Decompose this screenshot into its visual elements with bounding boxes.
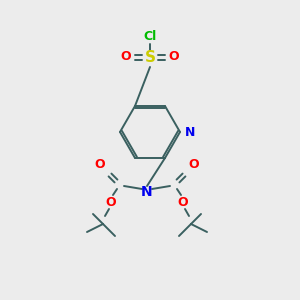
Text: N: N <box>141 185 153 199</box>
Text: Cl: Cl <box>143 31 157 44</box>
Text: O: O <box>169 50 179 64</box>
Text: O: O <box>189 158 199 172</box>
Text: N: N <box>185 125 195 139</box>
Text: O: O <box>95 158 105 172</box>
Text: O: O <box>106 196 116 208</box>
Text: S: S <box>145 50 155 64</box>
Text: O: O <box>178 196 188 208</box>
Text: O: O <box>121 50 131 64</box>
